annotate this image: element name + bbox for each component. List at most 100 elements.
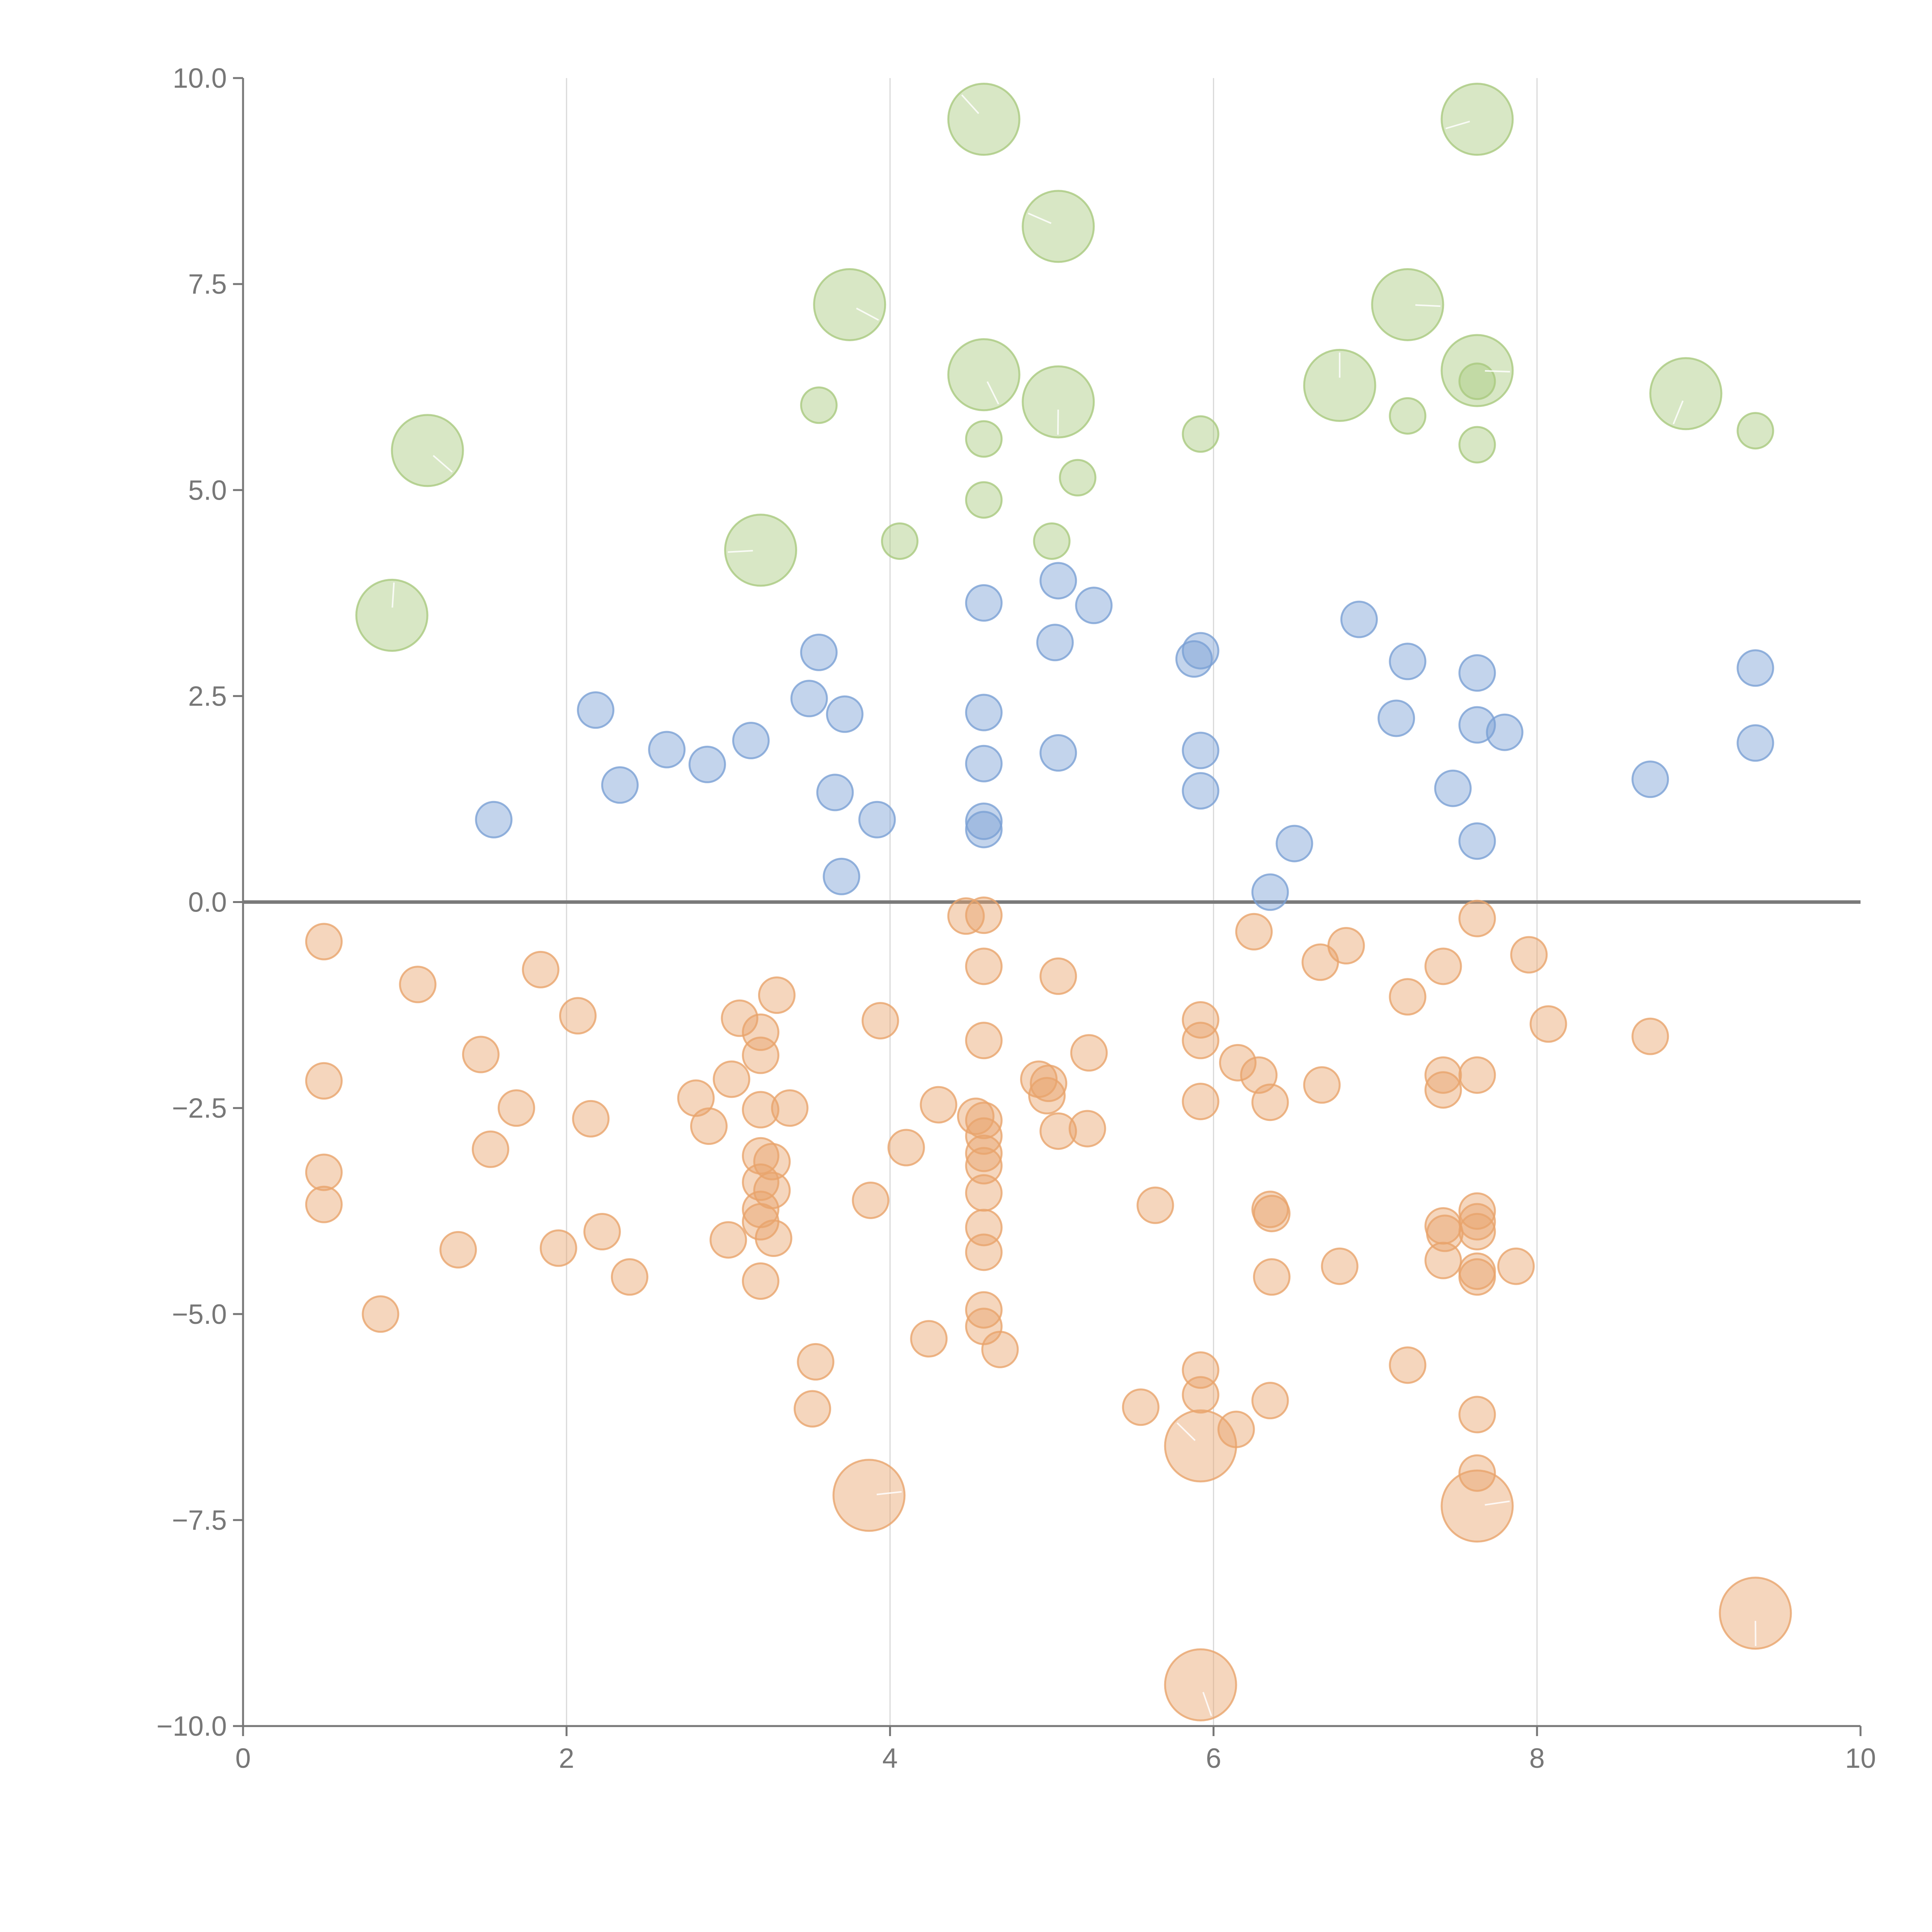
data-point [577,691,615,729]
data-point [965,420,1003,458]
callout-line [1485,1500,1510,1506]
data-point [1235,913,1273,951]
data-point [399,966,437,1003]
data-point [1458,1454,1496,1492]
data-point [497,1089,535,1127]
series-positive [475,562,1774,911]
data-point [1253,1258,1291,1296]
data-point [800,633,838,671]
data-point [355,578,429,652]
axes [233,77,1862,1736]
data-point [1028,1077,1066,1115]
data-point [1631,760,1669,798]
data-point [1182,772,1219,810]
data-point [732,722,770,760]
data-point [462,1036,500,1073]
data-point [471,1130,509,1168]
data-point [1059,459,1097,497]
data-point [1136,1186,1174,1224]
data-point [1164,1409,1237,1483]
data-point [305,923,343,961]
data-point [910,1320,948,1358]
data-point [1458,1258,1496,1296]
data-point [965,1174,1003,1212]
data-point [1030,1065,1068,1102]
data-point [1219,1044,1257,1082]
data-point [1039,1112,1077,1150]
data-point [1440,83,1514,156]
data-point [947,338,1020,412]
data-point [790,680,828,718]
data-point [1424,1071,1462,1109]
data-point [688,745,726,783]
data-point [1022,190,1095,263]
data-point [601,766,639,804]
data-point [816,774,854,811]
data-point [1434,769,1472,807]
data-point [742,1013,780,1051]
data-point [1440,334,1514,407]
data-point [1486,713,1524,751]
data-point [1649,357,1723,430]
data-point [1424,1056,1462,1094]
data-point [1182,1376,1219,1414]
data-point [742,1091,780,1129]
callout-line [1202,1692,1213,1716]
data-point [1182,1001,1219,1039]
y-tick-label: 2.5 [188,681,227,712]
data-point [800,386,838,424]
data-point [832,1459,906,1532]
data-point [1458,1192,1496,1230]
data-point [1036,624,1074,662]
data-point [1182,632,1219,670]
data-point [1122,1388,1160,1426]
data-point [1068,1110,1106,1148]
data-point [771,1089,809,1127]
data-point [881,522,919,560]
data-point [965,481,1003,519]
callout-line [1445,121,1470,129]
data-point [1039,734,1077,772]
data-point [1458,822,1496,860]
x-tick-label: 10 [1845,1743,1876,1774]
data-point [1253,1195,1291,1233]
data-point [742,1036,780,1074]
x-tick-label: 8 [1529,1743,1545,1774]
data-point [1251,1083,1289,1121]
callout-line [1027,213,1052,224]
data-point [305,1153,343,1191]
data-point [1458,1213,1496,1250]
data-point [1251,873,1289,911]
data-point [1389,397,1427,435]
data-point [947,83,1020,156]
data-point [742,1262,780,1300]
data-point [1529,1005,1567,1043]
data-point [755,1219,793,1257]
callout-line [728,550,753,553]
data-point [611,1258,648,1296]
data-point [1458,900,1496,937]
x-tick-label: 4 [882,1743,898,1774]
y-tick-label: 5.0 [188,475,227,506]
data-point [1736,412,1774,450]
data-point [1075,587,1113,624]
callout-line [391,582,395,608]
data-point [583,1213,621,1250]
data-point [1631,1017,1669,1055]
data-point [572,1100,610,1138]
data-point [793,1390,831,1428]
callout-lines [391,94,1757,1716]
data-point [522,951,560,988]
callout-line [876,1491,902,1495]
data-point [1340,600,1378,638]
data-point [823,857,861,895]
callout-line [1177,1422,1196,1441]
data-point [1458,362,1496,400]
data-points [305,83,1792,1721]
y-tick-label: −5.0 [172,1299,227,1330]
data-point [1371,268,1444,341]
data-point [1736,649,1774,687]
data-point [1736,724,1774,762]
y-tick-label: −7.5 [172,1505,227,1536]
data-point [475,801,513,838]
